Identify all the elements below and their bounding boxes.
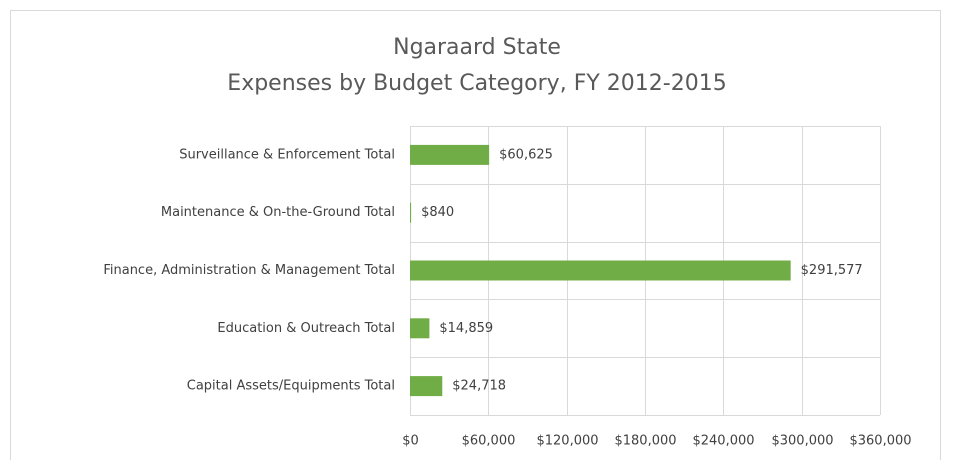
data-label: $840 <box>421 205 454 220</box>
data-label: $14,859 <box>439 321 493 336</box>
chart-title: Ngaraard State <box>393 35 561 60</box>
x-tick-label: $240,000 <box>692 434 754 449</box>
x-tick-label: $60,000 <box>462 434 516 449</box>
y-tick-label: Surveillance & Enforcement Total <box>179 147 395 162</box>
bar <box>410 376 443 397</box>
data-label: $60,625 <box>499 147 553 162</box>
bar <box>410 260 791 281</box>
chart-border <box>10 10 941 464</box>
chart-subtitle: Expenses by Budget Category, FY 2012-201… <box>227 71 726 96</box>
x-tick-label: $300,000 <box>771 434 833 449</box>
x-tick-label: $120,000 <box>536 434 598 449</box>
y-tick-label: Maintenance & On-the-Ground Total <box>161 205 395 220</box>
bar <box>410 318 430 339</box>
bar <box>410 202 412 223</box>
x-tick-label: $180,000 <box>614 434 676 449</box>
x-tick-label: $0 <box>402 434 419 449</box>
y-tick-label: Capital Assets/Equipments Total <box>187 379 395 394</box>
data-label: $24,718 <box>452 379 506 394</box>
y-tick-label: Education & Outreach Total <box>217 321 395 336</box>
y-tick-label: Finance, Administration & Management Tot… <box>103 263 395 278</box>
x-tick-label: $360,000 <box>849 434 911 449</box>
bar <box>410 144 490 165</box>
data-label: $291,577 <box>801 263 863 278</box>
